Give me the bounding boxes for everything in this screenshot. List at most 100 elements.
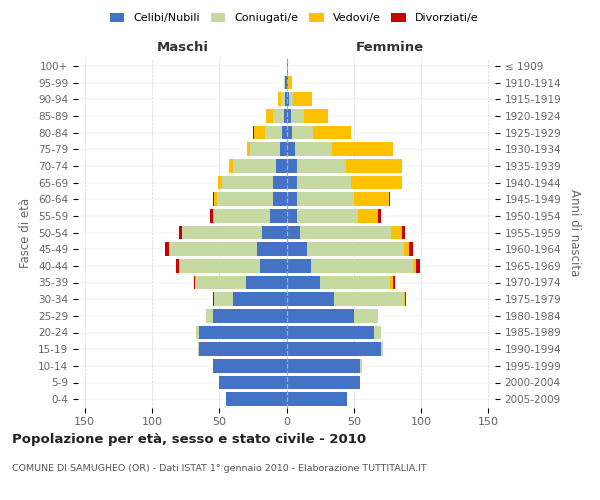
Bar: [300, 226, 391, 239]
Bar: [334, 292, 404, 306]
Bar: [320, 276, 390, 289]
Bar: [194, 276, 195, 289]
Bar: [390, 276, 393, 289]
Bar: [276, 159, 287, 172]
Bar: [307, 242, 404, 256]
Bar: [297, 192, 354, 206]
Bar: [402, 226, 405, 239]
Bar: [358, 209, 378, 222]
Bar: [287, 92, 289, 106]
Bar: [393, 276, 395, 289]
Bar: [292, 126, 313, 140]
Bar: [405, 292, 406, 306]
Bar: [361, 359, 362, 372]
Bar: [253, 126, 254, 140]
Bar: [354, 309, 378, 322]
Bar: [313, 126, 351, 140]
Bar: [304, 109, 328, 122]
Bar: [233, 159, 276, 172]
Bar: [287, 309, 354, 322]
Bar: [283, 126, 287, 140]
Text: Maschi: Maschi: [157, 41, 209, 54]
Bar: [212, 192, 214, 206]
Bar: [287, 292, 334, 306]
Bar: [311, 259, 413, 272]
Bar: [246, 276, 287, 289]
Bar: [287, 192, 297, 206]
Bar: [166, 242, 169, 256]
Bar: [281, 92, 285, 106]
Bar: [199, 326, 287, 340]
Text: Femmine: Femmine: [356, 41, 424, 54]
Bar: [247, 142, 250, 156]
Bar: [416, 259, 419, 272]
Bar: [287, 142, 295, 156]
Bar: [287, 59, 288, 72]
Bar: [284, 109, 287, 122]
Bar: [285, 92, 287, 106]
Bar: [297, 209, 358, 222]
Bar: [389, 192, 390, 206]
Bar: [285, 76, 287, 90]
Y-axis label: Fasce di età: Fasce di età: [19, 198, 32, 268]
Bar: [287, 342, 380, 356]
Bar: [374, 326, 380, 340]
Bar: [212, 209, 214, 222]
Bar: [297, 159, 346, 172]
Bar: [210, 209, 212, 222]
Bar: [297, 176, 351, 190]
Bar: [169, 242, 257, 256]
Bar: [217, 192, 273, 206]
Bar: [212, 309, 287, 322]
Bar: [287, 209, 297, 222]
Bar: [290, 109, 304, 122]
Bar: [219, 376, 287, 390]
Bar: [266, 109, 273, 122]
Bar: [287, 276, 320, 289]
Bar: [233, 292, 287, 306]
Bar: [288, 76, 292, 90]
Bar: [214, 209, 271, 222]
Bar: [198, 342, 199, 356]
Bar: [179, 226, 182, 239]
Bar: [391, 226, 402, 239]
Bar: [293, 92, 312, 106]
Bar: [257, 242, 287, 256]
Bar: [332, 142, 393, 156]
Bar: [404, 242, 409, 256]
Bar: [226, 392, 287, 406]
Bar: [287, 326, 374, 340]
Text: COMUNE DI SAMUGHEO (OR) - Dati ISTAT 1° gennaio 2010 - Elaborazione TUTTITALIA.I: COMUNE DI SAMUGHEO (OR) - Dati ISTAT 1° …: [12, 464, 427, 473]
Bar: [182, 226, 262, 239]
Bar: [214, 292, 233, 306]
Bar: [378, 209, 380, 222]
Bar: [287, 109, 290, 122]
Bar: [199, 342, 287, 356]
Legend: Celibi/Nubili, Coniugati/e, Vedovi/e, Divorziati/e: Celibi/Nubili, Coniugati/e, Vedovi/e, Di…: [105, 8, 483, 28]
Bar: [271, 209, 287, 222]
Bar: [196, 326, 199, 340]
Bar: [273, 192, 287, 206]
Bar: [206, 309, 212, 322]
Bar: [195, 276, 246, 289]
Bar: [409, 242, 413, 256]
Bar: [218, 176, 222, 190]
Bar: [380, 342, 383, 356]
Bar: [280, 142, 287, 156]
Bar: [295, 142, 332, 156]
Bar: [404, 292, 405, 306]
Bar: [278, 92, 281, 106]
Bar: [250, 142, 280, 156]
Y-axis label: Anni di nascita: Anni di nascita: [568, 189, 581, 276]
Bar: [351, 176, 402, 190]
Bar: [287, 376, 361, 390]
Bar: [262, 226, 287, 239]
Bar: [287, 259, 311, 272]
Bar: [229, 159, 233, 172]
Bar: [287, 242, 307, 256]
Bar: [289, 92, 293, 106]
Bar: [265, 126, 283, 140]
Bar: [287, 176, 297, 190]
Text: Popolazione per età, sesso e stato civile - 2010: Popolazione per età, sesso e stato civil…: [12, 432, 366, 446]
Bar: [287, 159, 297, 172]
